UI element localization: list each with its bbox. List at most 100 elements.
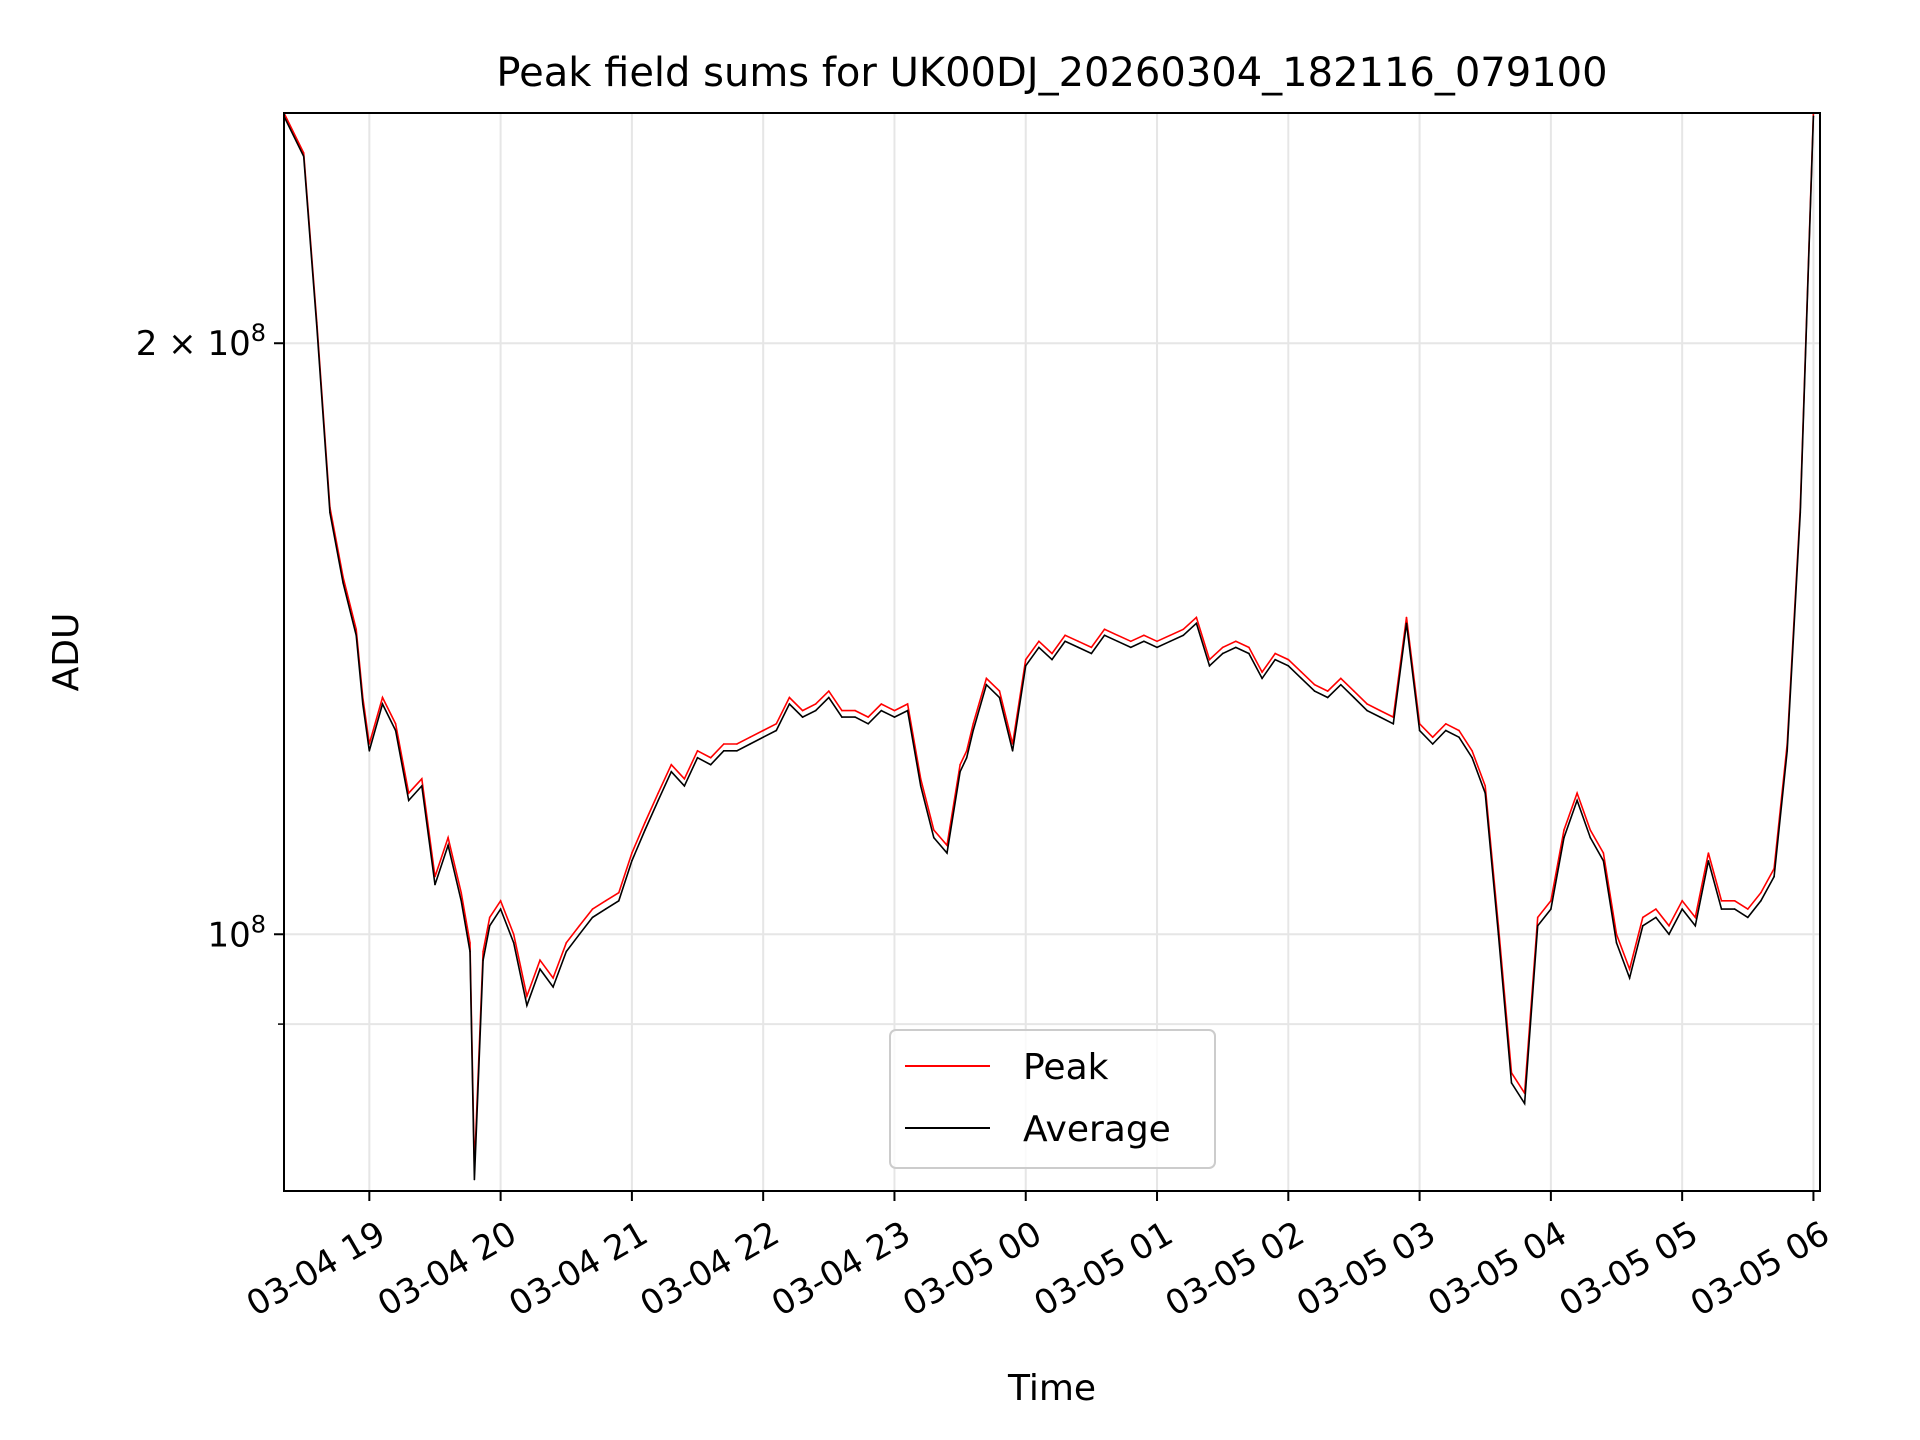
data-point	[1024, 665, 1027, 667]
data-point	[578, 933, 581, 936]
data-point	[749, 736, 751, 739]
data-point	[1694, 924, 1697, 927]
data-point	[867, 722, 870, 725]
data-point	[1445, 729, 1447, 732]
data-point	[828, 696, 830, 699]
data-point	[1497, 933, 1500, 936]
data-point	[1208, 665, 1211, 667]
data-point	[762, 729, 764, 732]
data-point	[775, 729, 778, 732]
data-point	[709, 756, 712, 759]
data-point	[469, 942, 471, 944]
data-point	[880, 709, 883, 712]
data-point	[1615, 933, 1618, 936]
data-point	[617, 900, 620, 902]
data-point	[998, 696, 1001, 699]
data-point	[434, 883, 436, 886]
data-point	[1221, 652, 1224, 655]
data-point	[749, 743, 751, 745]
data-point	[880, 703, 883, 705]
data-point	[1156, 640, 1158, 643]
data-point	[1536, 916, 1539, 919]
data-point	[736, 743, 738, 745]
data-point	[1274, 652, 1276, 655]
data-point	[1366, 703, 1368, 705]
data-point	[381, 696, 384, 699]
data-point	[460, 900, 463, 902]
y-axis-label: ADU	[46, 613, 87, 692]
data-point	[1576, 799, 1578, 802]
data-point	[965, 750, 968, 752]
data-point	[828, 690, 830, 692]
data-point	[722, 743, 725, 745]
data-point	[1405, 616, 1408, 619]
data-point	[919, 785, 922, 787]
data-point	[591, 916, 594, 919]
data-point	[1353, 696, 1355, 699]
data-point	[552, 986, 554, 988]
data-point	[959, 763, 961, 766]
data-point	[657, 799, 659, 802]
data-point	[841, 716, 843, 718]
data-point	[539, 968, 541, 970]
data-point	[512, 942, 515, 944]
data-point	[1694, 916, 1697, 919]
data-point	[1760, 900, 1762, 902]
data-point	[1550, 908, 1552, 910]
data-point	[421, 778, 423, 780]
data-point	[1536, 924, 1539, 927]
data-point	[1326, 696, 1329, 699]
data-point	[1287, 665, 1290, 667]
data-point	[788, 703, 791, 705]
data-point	[1812, 115, 1815, 118]
data-point	[1274, 658, 1276, 661]
data-point	[762, 736, 764, 739]
data-point	[1707, 859, 1710, 862]
data-point	[394, 722, 397, 725]
data-point	[1366, 709, 1368, 712]
data-point	[1195, 622, 1198, 625]
data-point	[1129, 646, 1132, 649]
data-point	[1024, 658, 1027, 661]
data-point	[342, 582, 344, 584]
data-point	[1799, 511, 1802, 514]
data-point	[1786, 750, 1788, 752]
data-point	[1602, 859, 1605, 862]
legend-label-average: Average	[1023, 1109, 1171, 1150]
data-point	[1064, 634, 1066, 637]
data-point	[1602, 852, 1605, 854]
data-point	[683, 785, 686, 787]
data-point	[1011, 750, 1014, 752]
data-point	[1051, 658, 1053, 661]
data-point	[1156, 646, 1158, 649]
data-point	[1589, 836, 1592, 839]
data-point	[1287, 658, 1290, 661]
legend-label-peak: Peak	[1023, 1047, 1109, 1088]
data-point	[1418, 729, 1421, 732]
y-axis-ticks: 2 × 108 108	[136, 319, 284, 1025]
data-point	[1589, 829, 1592, 831]
x-axis-label: Time	[1007, 1368, 1096, 1409]
data-point	[1195, 616, 1198, 619]
data-point	[1261, 677, 1263, 680]
data-point	[1510, 1082, 1513, 1084]
data-point	[867, 716, 870, 718]
series-points-average	[284, 115, 1815, 1181]
data-point	[394, 729, 397, 732]
data-point	[1523, 1102, 1526, 1105]
data-point	[591, 908, 594, 910]
data-point	[539, 959, 541, 962]
data-point	[1379, 716, 1382, 718]
data-point	[1484, 785, 1487, 787]
data-point	[1773, 875, 1775, 878]
data-point	[788, 696, 791, 699]
data-point	[696, 750, 699, 752]
data-point	[552, 977, 554, 979]
data-point	[1681, 908, 1683, 910]
data-point	[512, 933, 515, 936]
data-point	[933, 836, 935, 839]
data-point	[1628, 968, 1631, 970]
data-point	[1221, 646, 1224, 649]
data-point	[1116, 634, 1119, 637]
